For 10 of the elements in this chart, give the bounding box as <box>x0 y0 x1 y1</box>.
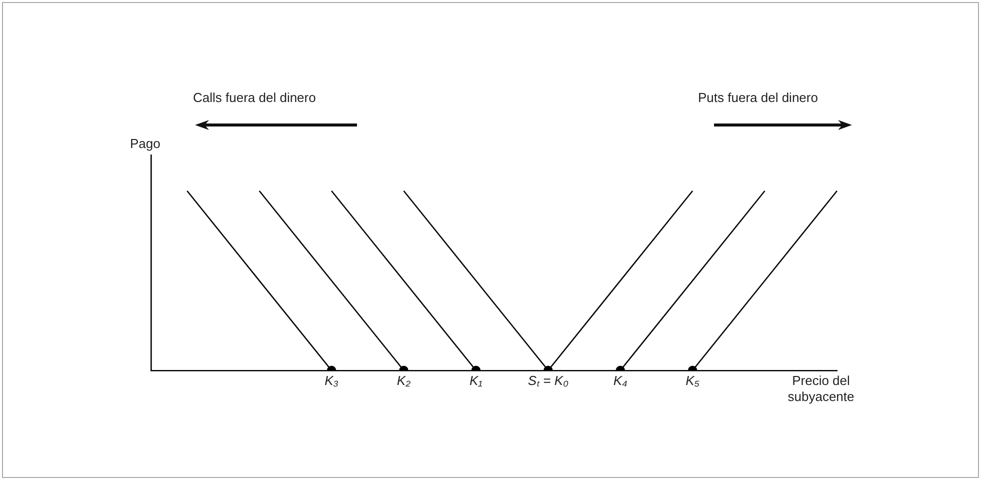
x-tick-label: K₁ <box>470 372 482 388</box>
y-axis-title: Pago <box>130 136 160 151</box>
x-tick-label: Sₜ = K₀ <box>528 372 569 388</box>
x-tick-label: K₃ <box>324 372 338 388</box>
x-tick-label: K₅ <box>686 372 700 388</box>
text: Puts fuera del dinero <box>698 90 818 105</box>
text: Calls fuera del dinero <box>193 90 316 105</box>
x-tick-label: K₄ <box>613 372 628 388</box>
x-axis-title: Precio del subyacente <box>786 373 856 405</box>
x-tick-label: K₂ <box>396 372 411 388</box>
